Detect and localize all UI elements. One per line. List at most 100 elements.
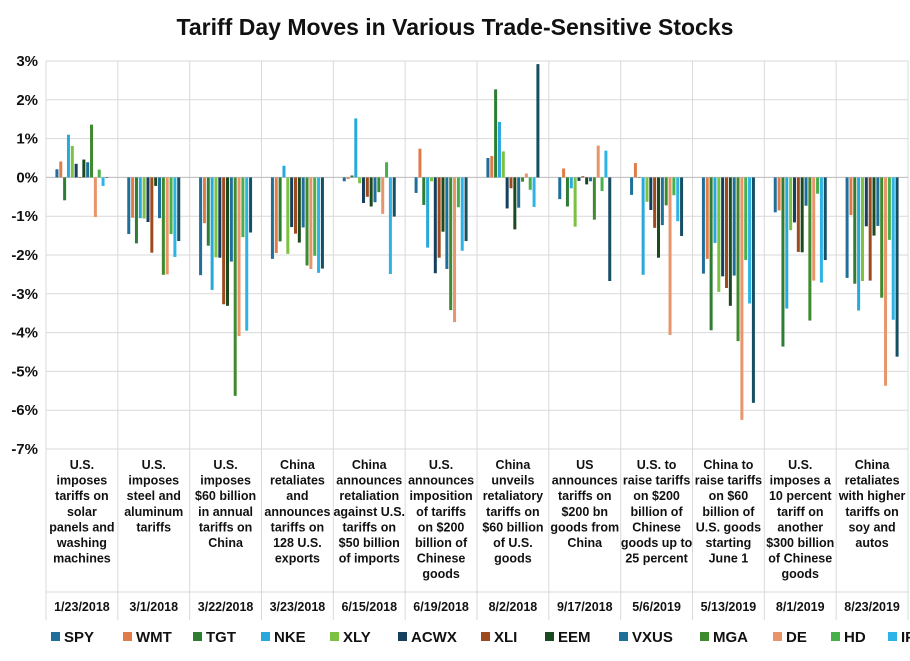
bar-hd	[528, 177, 532, 190]
bar-wmt	[705, 177, 709, 259]
legend-swatch	[398, 632, 407, 641]
bar-aapl	[895, 177, 899, 357]
category-label-line: $200 bn	[561, 505, 608, 519]
category-label-line: $60 billion	[195, 489, 256, 503]
bar-vxus	[804, 177, 808, 206]
category-label-line: goods from	[550, 520, 619, 534]
bar-xly	[142, 177, 146, 219]
category-label-line: soy and	[848, 520, 895, 534]
category-label-line: China	[208, 536, 244, 550]
bar-mga	[736, 177, 740, 342]
bar-nke	[785, 177, 789, 309]
bar-tgt	[637, 177, 641, 178]
bar-acwx	[74, 163, 78, 178]
category-label-line: tariffs on	[199, 520, 252, 534]
bar-vxus	[373, 177, 377, 203]
bar-ip	[173, 177, 177, 257]
legend-label: HD	[844, 629, 866, 646]
bar-xli	[868, 177, 872, 281]
category-label-line: Chinese	[417, 552, 466, 566]
category-label-line: of imports	[339, 552, 400, 566]
bar-ip	[748, 177, 752, 304]
category-label-line: billion of	[631, 505, 684, 519]
legend-label: XLI	[494, 629, 517, 646]
legend-swatch	[481, 632, 490, 641]
bar-wmt	[131, 177, 135, 218]
legend-swatch	[123, 632, 132, 641]
category-label-line: imposes	[57, 474, 108, 488]
bar-tgt	[709, 177, 713, 331]
legend-swatch	[700, 632, 709, 641]
category-label-line: panels and	[49, 520, 114, 534]
bar-nke	[66, 134, 70, 178]
bar-tgt	[278, 177, 282, 242]
bar-mga	[521, 177, 525, 182]
category-date: 5/13/2019	[701, 600, 757, 614]
legend-swatch	[619, 632, 628, 641]
bar-tgt	[350, 175, 354, 178]
category-label-line: retaliates	[270, 474, 325, 488]
bar-ip	[532, 177, 536, 207]
bar-eem	[297, 177, 301, 243]
bar-mga	[161, 177, 165, 275]
bar-spy	[486, 158, 490, 178]
bar-wmt	[490, 156, 494, 178]
bar-xly	[573, 177, 577, 227]
bar-de	[524, 173, 528, 178]
category-label-line: billion of	[415, 536, 468, 550]
category-label-line: retaliates	[845, 474, 900, 488]
bar-aapl	[536, 64, 540, 178]
legend-label: MGA	[713, 629, 748, 646]
category-label-line: U.S.	[788, 458, 812, 472]
bar-de	[165, 177, 169, 275]
bar-wmt	[633, 163, 637, 178]
legend: SPYWMTTGTNKEXLYACWXXLIEEMVXUSMGADEHDIPAA…	[51, 629, 910, 646]
bar-xli	[581, 176, 585, 178]
bar-eem	[441, 177, 445, 232]
bar-hd	[744, 177, 748, 261]
bar-mga	[880, 177, 884, 298]
bar-hd	[456, 177, 460, 208]
gridlines	[45, 60, 909, 620]
category-label-line: $300 billion	[766, 536, 834, 550]
category-label-line: on $200	[633, 489, 680, 503]
bar-ip	[676, 177, 680, 222]
category-label-line: retaliatory	[483, 489, 543, 503]
category-label-line: announces	[336, 474, 402, 488]
category-label-line: U.S.	[213, 458, 237, 472]
bar-aapl	[177, 177, 181, 242]
legend-label: XLY	[343, 629, 371, 646]
bar-xly	[717, 177, 721, 292]
bar-de	[812, 177, 816, 281]
bar-aapl	[320, 177, 324, 269]
category-label-line: tariffs on	[486, 505, 539, 519]
category-label-line: announces	[264, 505, 330, 519]
category-label-line: and	[286, 489, 308, 503]
bar-aapl	[105, 177, 109, 178]
category-date: 3/23/2018	[270, 600, 326, 614]
category-label-line: U.S.	[429, 458, 453, 472]
category-label-line: of U.S.	[493, 536, 533, 550]
bar-vxus	[86, 162, 90, 178]
legend-label: NKE	[274, 629, 306, 646]
legend-swatch	[193, 632, 202, 641]
bar-hd	[313, 177, 317, 256]
bar-wmt	[274, 177, 278, 254]
bar-mga	[449, 177, 453, 311]
bar-hd	[816, 177, 820, 194]
bar-xly	[214, 177, 218, 258]
category-label-line: on $200	[418, 520, 465, 534]
bar-xly	[286, 177, 290, 254]
category-label-line: China	[352, 458, 388, 472]
bar-spy	[342, 177, 346, 182]
category-label-line: China	[280, 458, 316, 472]
category-label-line: machines	[53, 552, 111, 566]
y-tick-label: 1%	[16, 131, 38, 148]
bar-xly	[429, 177, 433, 182]
bar-xly	[501, 151, 505, 178]
category-label-line: of Chinese	[768, 552, 832, 566]
category-label-line: against U.S.	[333, 505, 405, 519]
category-label-line: 25 percent	[625, 552, 688, 566]
bar-tgt	[494, 89, 498, 178]
